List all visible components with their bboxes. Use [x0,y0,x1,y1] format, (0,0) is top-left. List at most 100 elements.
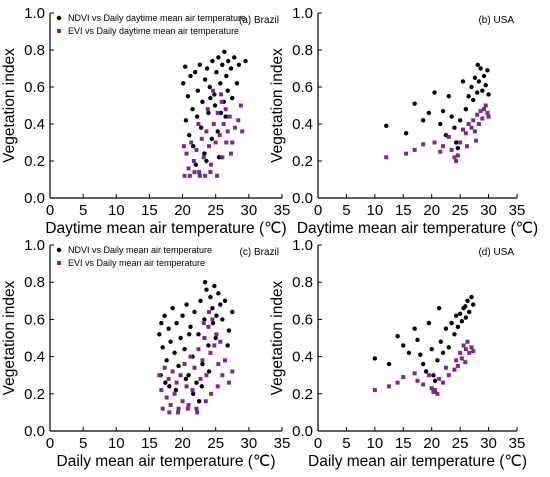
ndvi-point [163,380,168,385]
ndvi-point [215,129,220,134]
y-tick-label: 0.0 [292,190,313,207]
evi-point [174,380,179,385]
x-tick-label: 25 [452,435,469,452]
chart-panel-0: 0.0 0.2 0.4 0.6 0.8 1.0 0 5 10 15 20 25 30 35Daytime … [1,5,290,237]
evi-point [421,142,426,147]
x-axis-title: Daytime mean air temperature (℃) [297,220,538,237]
x-axis-title: Daytime mean air temperature (℃) [45,220,286,237]
y-tick-label: 0.8 [292,42,313,59]
evi-point [467,350,472,355]
evi-point [195,410,200,415]
y-tick-label: 1.0 [24,5,45,22]
evi-point [211,88,216,93]
ndvi-point [443,326,449,331]
x-tick-label: 0 [314,202,322,219]
ndvi-point [194,114,200,119]
ndvi-point [200,361,205,367]
evi-point [209,391,214,396]
ndvi-point [202,280,208,285]
evi-point [212,343,217,348]
y-tick-label: 0.6 [24,311,45,328]
ndvi-point [395,333,400,339]
evi-point [433,388,438,393]
evi-point [205,107,210,112]
ndvi-point [204,66,210,71]
ndvi-point [446,345,451,350]
evi-point [219,99,224,104]
evi-point [480,116,485,121]
evi-point [474,138,479,143]
ndvi-point [183,376,189,382]
x-tick-label: 5 [79,435,87,452]
evi-point [232,125,237,130]
ndvi-point [172,350,177,356]
x-tick-label: 35 [509,435,526,452]
ndvi-point [212,92,217,97]
x-tick-label: 0 [314,435,322,452]
x-tick-label: 5 [342,202,350,219]
y-tick-label: 1.0 [292,5,313,22]
ndvi-point [403,131,409,136]
ndvi-point [206,110,211,116]
evi-point [182,362,187,367]
ndvi-point [475,90,480,95]
legend-entry: EVI vs Daily mean air temperature [68,258,205,268]
evi-point [159,388,164,393]
evi-point [455,153,460,158]
evi-point [219,92,224,97]
x-tick-label: 25 [207,202,224,219]
y-tick-label: 0.0 [24,423,45,440]
evi-point [192,365,197,370]
y-tick-label: 1.0 [292,237,313,254]
evi-point [446,134,451,139]
evi-point [454,358,459,363]
ndvi-point [460,79,466,84]
evi-point [238,103,243,108]
evi-point [404,151,409,156]
ndvi-point [455,145,461,151]
x-tick-label: 0 [46,202,54,219]
ndvi-point [183,64,188,69]
evi-point [464,144,469,149]
evi-point [202,336,207,340]
y-tick-label: 0.2 [292,153,313,170]
evi-point [208,350,213,355]
y-tick-label: 0.0 [292,423,313,440]
evi-point [471,349,476,354]
x-tick-label: 10 [367,202,384,219]
y-tick-label: 0.4 [24,349,45,366]
evi-point [201,155,206,160]
ndvi-point [182,346,187,352]
ndvi-point [214,70,219,75]
ndvi-point [164,358,169,363]
ndvi-point [222,298,228,303]
ndvi-point [198,298,203,303]
ndvi-point [170,306,175,311]
evi-point [454,159,459,163]
evi-point [207,144,212,149]
evi-point [469,345,474,350]
ndvi-point [463,315,469,320]
ndvi-point [415,337,420,343]
x-tick-label: 5 [342,435,350,452]
ndvi-point [196,332,201,337]
x-tick-label: 20 [423,202,440,219]
y-axis-title: Vegetation index [1,48,18,163]
y-tick-label: 0.2 [292,386,313,403]
evi-point [201,321,206,326]
panel-label: (b) USA [478,15,514,26]
ndvi-point [226,328,232,333]
evi-point [426,373,431,378]
ndvi-point [187,332,192,337]
x-tick-label: 15 [141,435,158,452]
evi-point [415,378,420,383]
ndvi-point [218,81,223,86]
evi-point [452,367,457,372]
ndvi-point [228,66,234,71]
evi-point [178,373,183,378]
evi-point [446,373,451,378]
evi-point [194,406,199,411]
evi-point [469,125,474,130]
